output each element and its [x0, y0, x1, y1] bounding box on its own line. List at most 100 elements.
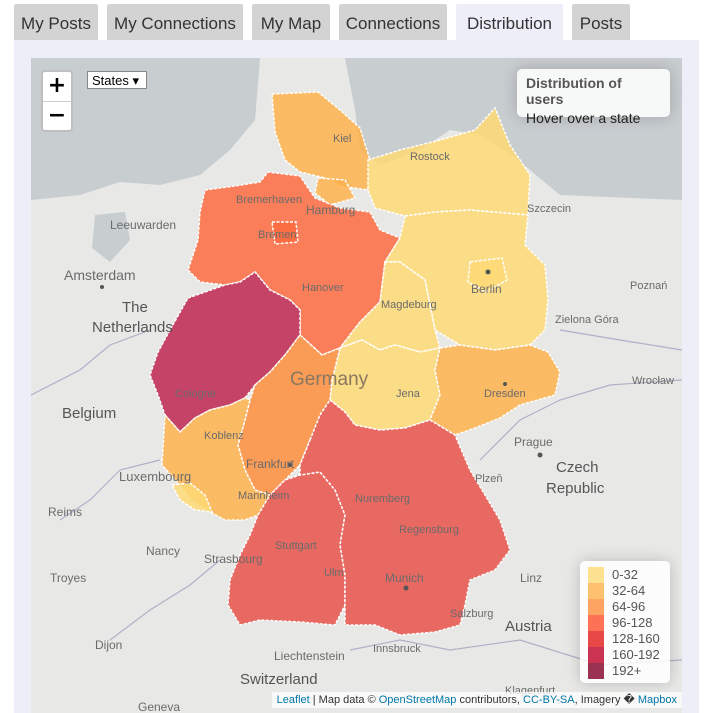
label-berlin: Berlin	[471, 282, 502, 296]
attribution-text: contributors,	[456, 694, 524, 706]
tab-posts[interactable]: Posts	[572, 4, 630, 40]
legend-row: 160-192	[588, 647, 662, 663]
country-borders	[31, 329, 682, 666]
label-munich: Munich	[385, 571, 424, 585]
zoom-in-button[interactable]: +	[43, 72, 71, 102]
map-container[interactable]: Kiel Rostock Bremerhaven Hamburg Szczeci…	[31, 58, 682, 713]
label-poznan: Poznań	[630, 280, 667, 292]
label-luxembourg: Luxembourg	[119, 469, 191, 484]
label-the: The	[122, 299, 148, 316]
label-mannheim: Mannheim	[238, 490, 289, 502]
zoom-control: + −	[41, 70, 73, 132]
label-nuremberg: Nuremberg	[355, 493, 410, 505]
label-zielona: Zielona Góra	[555, 314, 619, 326]
label-linz: Linz	[520, 571, 542, 585]
label-geneva: Geneva	[138, 700, 180, 713]
map-canvas[interactable]: Kiel Rostock Bremerhaven Hamburg Szczeci…	[31, 58, 682, 713]
legend-swatch	[588, 615, 604, 631]
tab-connections[interactable]: Connections	[339, 4, 447, 40]
label-switzerland: Switzerland	[240, 671, 318, 688]
label-reims: Reims	[48, 505, 82, 519]
label-germany: Germany	[290, 369, 369, 390]
states-layer	[149, 91, 561, 636]
label-cologne: Cologne	[175, 388, 216, 400]
state-saarland[interactable]	[170, 482, 214, 513]
label-regensburg: Regensburg	[399, 524, 459, 536]
label-netherlands: Netherlands	[92, 319, 173, 336]
attribution-text: | Map data ©	[309, 694, 379, 706]
label-liechtenstein: Liechtenstein	[274, 649, 345, 663]
legend-label: 192+	[612, 663, 642, 678]
label-bremerhaven: Bremerhaven	[236, 194, 302, 206]
label-troyes: Troyes	[50, 571, 86, 585]
tab-distribution[interactable]: Distribution	[456, 4, 563, 40]
place-labels: Kiel Rostock Bremerhaven Hamburg Szczeci…	[48, 133, 674, 713]
legend-label: 64-96	[612, 599, 646, 614]
legend-row: 96-128	[588, 615, 662, 631]
tab-my-map[interactable]: My Map	[252, 4, 330, 40]
label-salzburg: Salzburg	[450, 608, 493, 620]
label-amsterdam: Amsterdam	[64, 267, 136, 283]
attribution-text: , Imagery �	[574, 694, 638, 706]
label-kiel: Kiel	[333, 133, 351, 145]
label-stuttgart: Stuttgart	[275, 540, 317, 552]
info-panel: Distribution of users Hover over a state	[517, 69, 670, 126]
label-innsbruck: Innsbruck	[373, 643, 421, 655]
legend-row: 192+	[588, 663, 662, 679]
label-hamburg: Hamburg	[306, 203, 355, 217]
legend-swatch	[588, 631, 604, 647]
label-szczecin: Szczecin	[527, 203, 571, 215]
info-text: Hover over a state	[526, 110, 641, 126]
legend-label: 96-128	[612, 615, 653, 630]
label-belgium: Belgium	[62, 405, 116, 422]
label-prague: Prague	[514, 435, 553, 449]
tab-my-posts[interactable]: My Posts	[14, 4, 98, 40]
layer-select[interactable]: States ▾	[87, 71, 147, 89]
label-austria: Austria	[505, 618, 552, 635]
label-hanover: Hanover	[302, 282, 344, 294]
legend-swatch	[588, 583, 604, 599]
info-title: Distribution of users	[526, 75, 622, 107]
label-dijon: Dijon	[95, 638, 122, 652]
label-rostock: Rostock	[410, 151, 450, 163]
mapbox-link[interactable]: Mapbox	[637, 694, 677, 706]
label-frankfurt: Frankfurt	[246, 457, 295, 471]
label-jena: Jena	[396, 388, 421, 400]
legend-swatch	[588, 663, 604, 679]
legend-label: 160-192	[612, 647, 660, 662]
zoom-out-button[interactable]: −	[47, 103, 67, 128]
label-magdeburg: Magdeburg	[381, 299, 437, 311]
legend-swatch	[588, 647, 604, 663]
legend-row: 32-64	[588, 583, 662, 599]
attribution: Leaflet | Map data © OpenStreetMap contr…	[271, 692, 682, 708]
state-schleswig-holstein[interactable]	[271, 91, 371, 191]
state-bremen[interactable]	[271, 221, 299, 245]
label-strasbourg: Strasbourg	[204, 552, 263, 566]
tab-bar: My Posts My Connections My Map Connectio…	[0, 0, 713, 40]
state-hamburg[interactable]	[314, 177, 357, 206]
label-wroclaw: Wrocław	[632, 375, 674, 387]
license-link[interactable]: CC-BY-SA	[523, 694, 575, 706]
legend-label: 32-64	[612, 583, 646, 598]
legend-label: 128-160	[612, 631, 660, 646]
state-north-rhine-westphalia[interactable]	[149, 271, 301, 434]
label-leeuwarden: Leeuwarden	[110, 218, 176, 232]
ijsselmeer	[92, 212, 130, 262]
label-czech: Czech	[556, 459, 599, 476]
leaflet-link[interactable]: Leaflet	[276, 694, 310, 706]
state-saxony[interactable]	[429, 344, 561, 436]
tab-my-connections[interactable]: My Connections	[107, 4, 243, 40]
osm-link[interactable]: OpenStreetMap	[378, 694, 457, 706]
legend: 0-32 32-64 64-96 96-128 128-160 160-192 …	[580, 561, 670, 683]
city-dots	[100, 269, 543, 591]
label-nancy: Nancy	[146, 544, 180, 558]
label-bremen: Bremen	[258, 229, 297, 241]
label-koblenz: Koblenz	[204, 430, 244, 442]
state-bavaria[interactable]	[299, 398, 511, 636]
state-mecklenburg-vorpommern[interactable]	[367, 106, 531, 217]
label-republic: Republic	[546, 480, 605, 497]
legend-row: 64-96	[588, 599, 662, 615]
legend-swatch	[588, 599, 604, 615]
label-ulm: Ulm	[324, 567, 344, 579]
state-berlin[interactable]	[467, 257, 508, 293]
